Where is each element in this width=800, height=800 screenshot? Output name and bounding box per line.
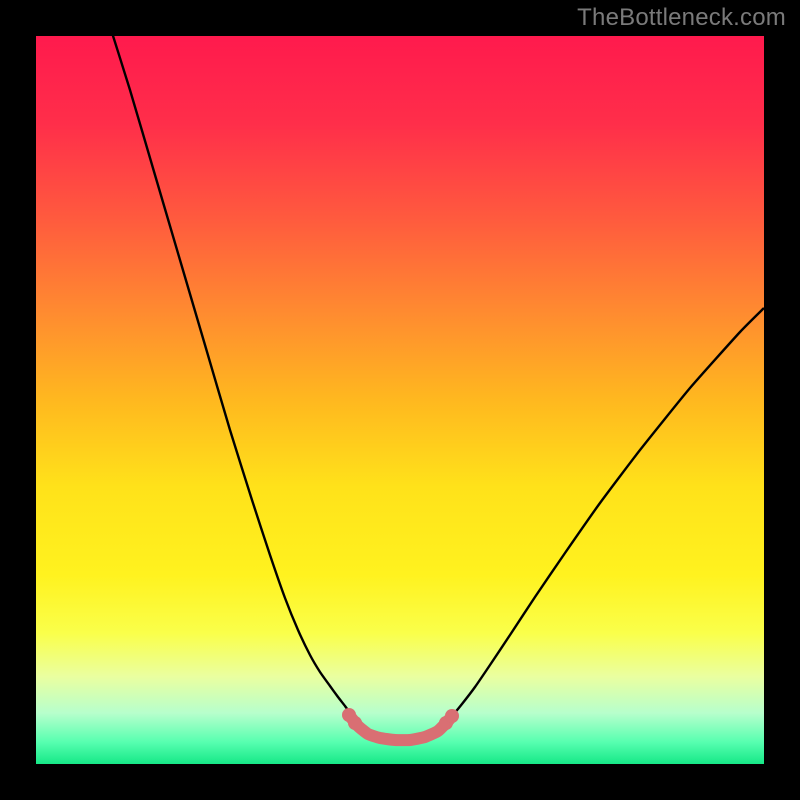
watermark-text: TheBottleneck.com [577,4,786,32]
highlight-dot [445,709,459,723]
bottleneck-chart [0,0,800,800]
chart-frame: { "watermark": { "text": "TheBottleneck.… [0,0,800,800]
highlight-dot [348,716,362,730]
